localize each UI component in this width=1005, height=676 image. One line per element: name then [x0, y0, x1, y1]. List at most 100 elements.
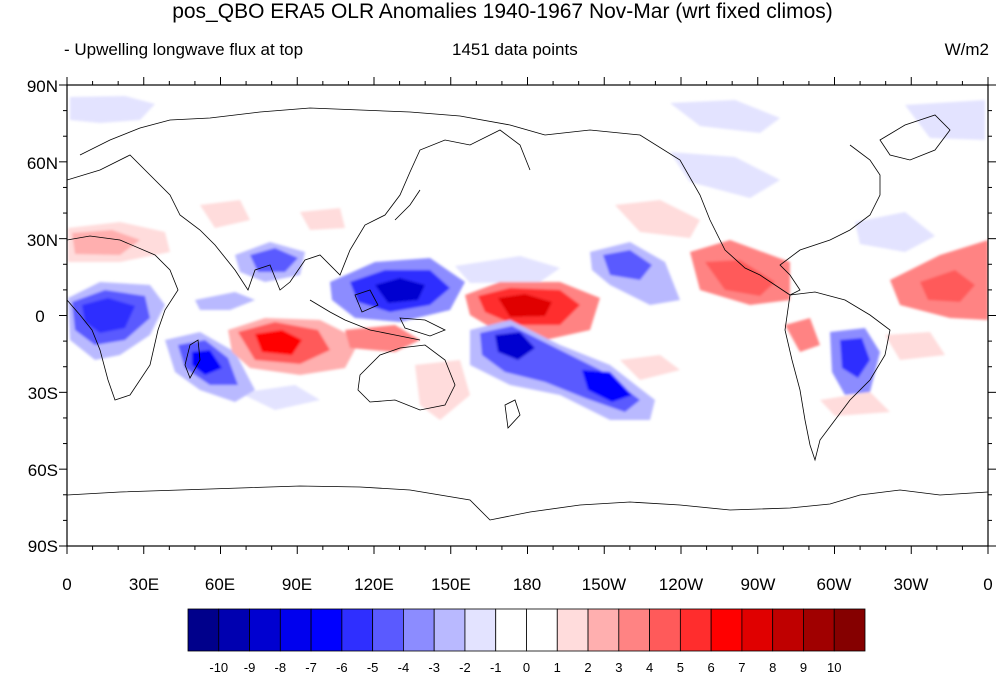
coastline-australia	[357, 344, 456, 411]
colorbar-box	[710, 608, 743, 652]
anomaly-brazil-core	[840, 338, 870, 378]
colorbar-label: -10	[209, 660, 228, 675]
colorbar-box	[249, 608, 281, 652]
anomaly-arabian-sea	[195, 292, 255, 310]
anomaly-shading	[68, 96, 988, 420]
colorbar-label: 7	[738, 660, 745, 675]
coastline-japan	[394, 189, 421, 221]
colorbar-box	[772, 608, 804, 652]
anomaly-tibet	[300, 208, 345, 230]
coastline-madagascar	[184, 339, 201, 379]
colorbar-box	[833, 608, 866, 652]
anomaly-central-pacific-core	[498, 294, 552, 317]
coastline-new-guinea	[399, 317, 446, 337]
colorbar-box	[556, 608, 589, 652]
colorbar-label: 2	[584, 660, 591, 675]
coastline-indonesia	[309, 299, 421, 341]
plot-title: pos_QBO ERA5 OLR Anomalies 1940-1967 Nov…	[172, 0, 833, 23]
lat-label-90n: 90N	[27, 77, 58, 96]
colorbar-box	[433, 608, 466, 652]
coastline-north-america	[544, 129, 881, 296]
coastline-antarctica	[67, 485, 988, 521]
colorbar-box	[587, 608, 620, 652]
coastline-eurasia	[67, 129, 531, 291]
colorbar-label: -5	[367, 660, 379, 675]
colorbar-box	[310, 608, 343, 652]
colorbar-label: -7	[305, 660, 317, 675]
lat-label-60n: 60N	[27, 154, 58, 173]
anomaly-north-pacific	[670, 152, 780, 198]
colorbar-label: -1	[490, 660, 502, 675]
variable-description: - Upwelling longwave flux at top	[64, 40, 304, 59]
colorbar-box	[372, 608, 404, 652]
anomaly-south-pacific-red	[415, 360, 470, 420]
lon-label-30w: 30W	[894, 575, 929, 594]
colorbar-box	[218, 608, 250, 652]
colorbar-box	[187, 608, 220, 652]
lon-label-60w: 60W	[817, 575, 852, 594]
lon-label-150e: 150E	[431, 575, 471, 594]
lat-label-30s: 30S	[28, 384, 58, 403]
colorbar-box	[649, 608, 681, 652]
lon-label-90w: 90W	[741, 575, 776, 594]
anomaly-mexico-subtropics	[615, 200, 700, 238]
anomaly-indian-ocean-east	[345, 325, 420, 352]
anomaly-north-atlantic	[855, 212, 935, 252]
colorbar-box	[803, 608, 835, 652]
lon-label-30e: 30E	[129, 575, 159, 594]
colorbar	[187, 608, 866, 652]
colorbar-label: 10	[827, 660, 841, 675]
coastlines	[67, 107, 988, 521]
colorbar-label: -9	[244, 660, 256, 675]
anomaly-africa-core	[82, 298, 135, 333]
anomaly-southern-ocean-1	[240, 385, 320, 410]
colorbar-label: -4	[398, 660, 410, 675]
lon-label-60e: 60E	[205, 575, 235, 594]
anomaly-arctic-atlantic	[905, 100, 985, 140]
latitude-labels: 90N 60N 30N 0 30S 60S 90S	[27, 77, 58, 556]
colorbar-box	[495, 608, 527, 652]
colorbar-label: -3	[428, 660, 440, 675]
anomaly-atlantic-south	[885, 332, 945, 360]
lon-label-180: 180	[513, 575, 541, 594]
anomaly-south-pacific-red2	[620, 355, 680, 380]
anomaly-bay-of-bengal-core	[250, 248, 298, 272]
anomaly-arctic-asia	[70, 96, 155, 123]
colorbar-label: 1	[554, 660, 561, 675]
lat-label-30n: 30N	[27, 231, 58, 250]
colorbar-box	[679, 608, 712, 652]
anomaly-peru	[785, 318, 820, 352]
colorbar-label: 9	[800, 660, 807, 675]
units-label: W/m2	[944, 40, 989, 59]
data-points-count: 1451 data points	[452, 40, 578, 59]
colorbar-label: -8	[275, 660, 287, 675]
axis-ticks	[59, 77, 996, 554]
longitude-labels: 0 30E 60E 90E 120E 150E 180 150W 120W 90…	[62, 575, 992, 594]
anomaly-arabia	[200, 200, 250, 228]
lat-label-90s: 90S	[28, 537, 58, 556]
coastline-south-america	[784, 291, 891, 462]
colorbar-box	[741, 608, 774, 652]
lon-label-90e: 90E	[282, 575, 312, 594]
anomaly-central-america-core	[705, 260, 775, 296]
coastline-new-zealand	[504, 399, 521, 429]
anomaly-maritime-core	[375, 278, 425, 303]
colorbar-box	[403, 608, 435, 652]
colorbar-label: 6	[708, 660, 715, 675]
colorbar-label: 3	[615, 660, 622, 675]
coastline-arctic-asia	[79, 107, 546, 156]
colorbar-box	[526, 608, 558, 652]
lat-label-equator: 0	[35, 307, 44, 326]
anomaly-south-atlantic	[820, 392, 890, 416]
lon-label-0-east: 0	[983, 575, 992, 594]
colorbar-labels: -10 -9 -8 -7 -6 -5 -4 -3 -2 -1 0 1 2 3 4 5 6 7 8 9 10	[209, 660, 841, 675]
colorbar-label: -2	[459, 660, 471, 675]
coastline-greenland	[879, 114, 951, 161]
anomaly-arctic-pacific	[670, 100, 780, 133]
colorbar-box	[618, 608, 650, 652]
colorbar-box	[279, 608, 312, 652]
colorbar-label: 8	[769, 660, 776, 675]
lon-label-150w: 150W	[582, 575, 626, 594]
lat-label-60s: 60S	[28, 461, 58, 480]
colorbar-box	[341, 608, 374, 652]
